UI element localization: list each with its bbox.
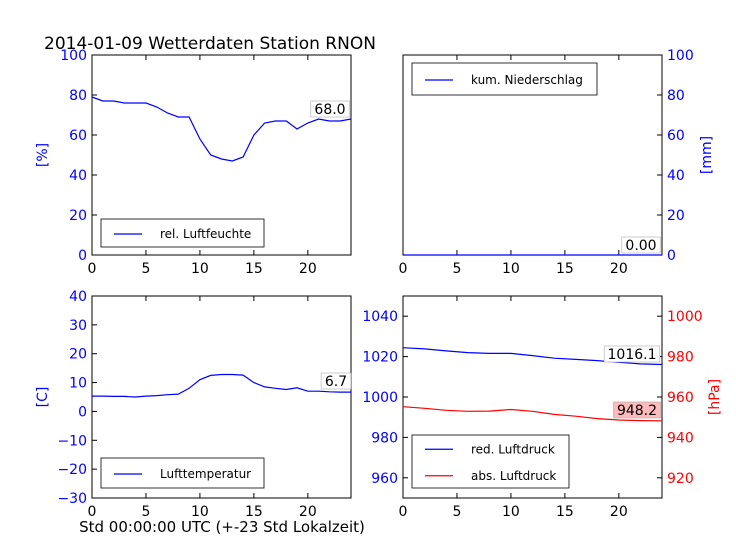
- y-tick-label: 80: [69, 88, 87, 104]
- x-tick-label: 15: [556, 504, 574, 520]
- series-line-lufttemperatur: [92, 373, 351, 398]
- x-tick-label: 0: [399, 261, 408, 277]
- last-value-label: 1016.1: [608, 347, 657, 363]
- legend-label: Lufttemperatur: [160, 467, 251, 481]
- y-tick-label: 1000: [362, 390, 398, 406]
- last-value-label: 0.00: [625, 238, 656, 254]
- x-tick-label: 5: [452, 261, 461, 277]
- y-tick-label: 0: [78, 404, 87, 420]
- legend: Lufttemperatur: [100, 457, 265, 489]
- y-axis-label: [%]: [35, 143, 51, 167]
- last-value-label: 6.7: [325, 374, 347, 390]
- series-line-abs-luftdruck: [402, 406, 663, 422]
- y-tick-label: 980: [371, 430, 398, 446]
- y-tick-label: −30: [57, 491, 87, 507]
- y-tick-label: 0: [78, 248, 87, 264]
- x-tick-label: 20: [299, 261, 317, 277]
- y-tick-label-right: 40: [667, 168, 685, 184]
- last-value-box: [603, 345, 661, 363]
- legend: kum. Niederschlag: [411, 62, 598, 96]
- y-tick-label: 60: [69, 128, 87, 144]
- x-tick-label: 15: [556, 261, 574, 277]
- y-tick-label: −20: [57, 462, 87, 478]
- last-value-box: [621, 236, 661, 254]
- legend-box: [411, 434, 570, 489]
- y-axis-label: [hPa]: [707, 379, 723, 415]
- x-tick-label: 0: [88, 504, 97, 520]
- y-tick-label-right: 980: [667, 350, 694, 366]
- x-tick-label: 15: [245, 504, 263, 520]
- x-tick-label: 10: [191, 261, 209, 277]
- x-axis-label: Std 00:00:00 UTC (+-23 Std Lokalzeit): [79, 518, 365, 536]
- last-value-box: [613, 401, 661, 419]
- legend: rel. Luftfeuchte: [100, 218, 265, 248]
- y-axis-label: [mm]: [699, 136, 715, 174]
- x-tick-label: 20: [299, 504, 317, 520]
- y-tick-label-right: 100: [667, 48, 694, 64]
- y-tick-label: 10: [69, 376, 87, 392]
- x-tick-label: 20: [610, 504, 628, 520]
- legend-box: [100, 218, 265, 248]
- legend: red. Luftdruck abs. Luftdruck: [411, 434, 570, 489]
- chart-bottom-right: 0 5 10 15 20 960 980 1000 1020 1040 920 940 960 980 10…: [362, 295, 723, 520]
- y-tick-label-right: 920: [667, 471, 694, 487]
- y-tick-label: 20: [69, 347, 87, 363]
- y-tick-label-right: 20: [667, 208, 685, 224]
- x-tick-label: 5: [141, 504, 150, 520]
- legend-label: rel. Luftfeuchte: [160, 227, 251, 241]
- legend-label: red. Luftdruck: [471, 442, 555, 456]
- last-value-label: 68.0: [314, 102, 345, 118]
- y-tick-label: 1020: [362, 350, 398, 366]
- legend-label: kum. Niederschlag: [471, 73, 583, 87]
- x-tick-label: 15: [245, 261, 263, 277]
- legend-label: abs. Luftdruck: [471, 469, 556, 483]
- x-tick-label: 0: [88, 261, 97, 277]
- y-tick-label-right: 940: [667, 430, 694, 446]
- x-tick-label: 20: [610, 261, 628, 277]
- x-tick-label: 10: [502, 261, 520, 277]
- y-tick-label: 1040: [362, 309, 398, 325]
- last-value-label: 948.2: [617, 403, 657, 419]
- chart-top-right: 0 5 10 15 20 0 20 40 60 80 100 [mm] 0.00 kum. Nieders…: [399, 48, 715, 277]
- figure-title: 2014-01-09 Wetterdaten Station RNON: [44, 34, 376, 54]
- chart-top-left: 0 5 10 15 20 0 20 40 60 80 100 [%] 68.0 rel. Luftfeuc…: [35, 48, 352, 277]
- y-tick-label-right: 1000: [667, 309, 703, 325]
- legend-box: [411, 62, 598, 96]
- y-tick-label: 40: [69, 168, 87, 184]
- y-tick-label: 960: [371, 471, 398, 487]
- y-tick-label-right: 80: [667, 88, 685, 104]
- y-tick-label-right: 0: [667, 248, 676, 264]
- x-tick-label: 5: [452, 504, 461, 520]
- x-tick-label: 10: [502, 504, 520, 520]
- x-tick-label: 10: [191, 504, 209, 520]
- y-tick-label-right: 60: [667, 128, 685, 144]
- y-tick-label: 100: [60, 48, 87, 64]
- y-tick-label: 20: [69, 208, 87, 224]
- last-value-box: [310, 100, 350, 118]
- legend-box: [100, 457, 265, 489]
- chart-bottom-left: 0 5 10 15 20 −30 −20 −10 0 10 20 30 40 [C] 6.7 Lufttemp…: [35, 289, 352, 520]
- series-line-rel-luftfeuchte: [91, 96, 352, 162]
- x-tick-label: 5: [141, 261, 150, 277]
- y-tick-label: 30: [69, 318, 87, 334]
- y-tick-label: 40: [69, 289, 87, 305]
- y-tick-label: −10: [57, 433, 87, 449]
- last-value-box: [320, 372, 352, 390]
- x-tick-label: 0: [399, 504, 408, 520]
- y-tick-label-right: 960: [667, 390, 694, 406]
- y-axis-label: [C]: [35, 387, 51, 408]
